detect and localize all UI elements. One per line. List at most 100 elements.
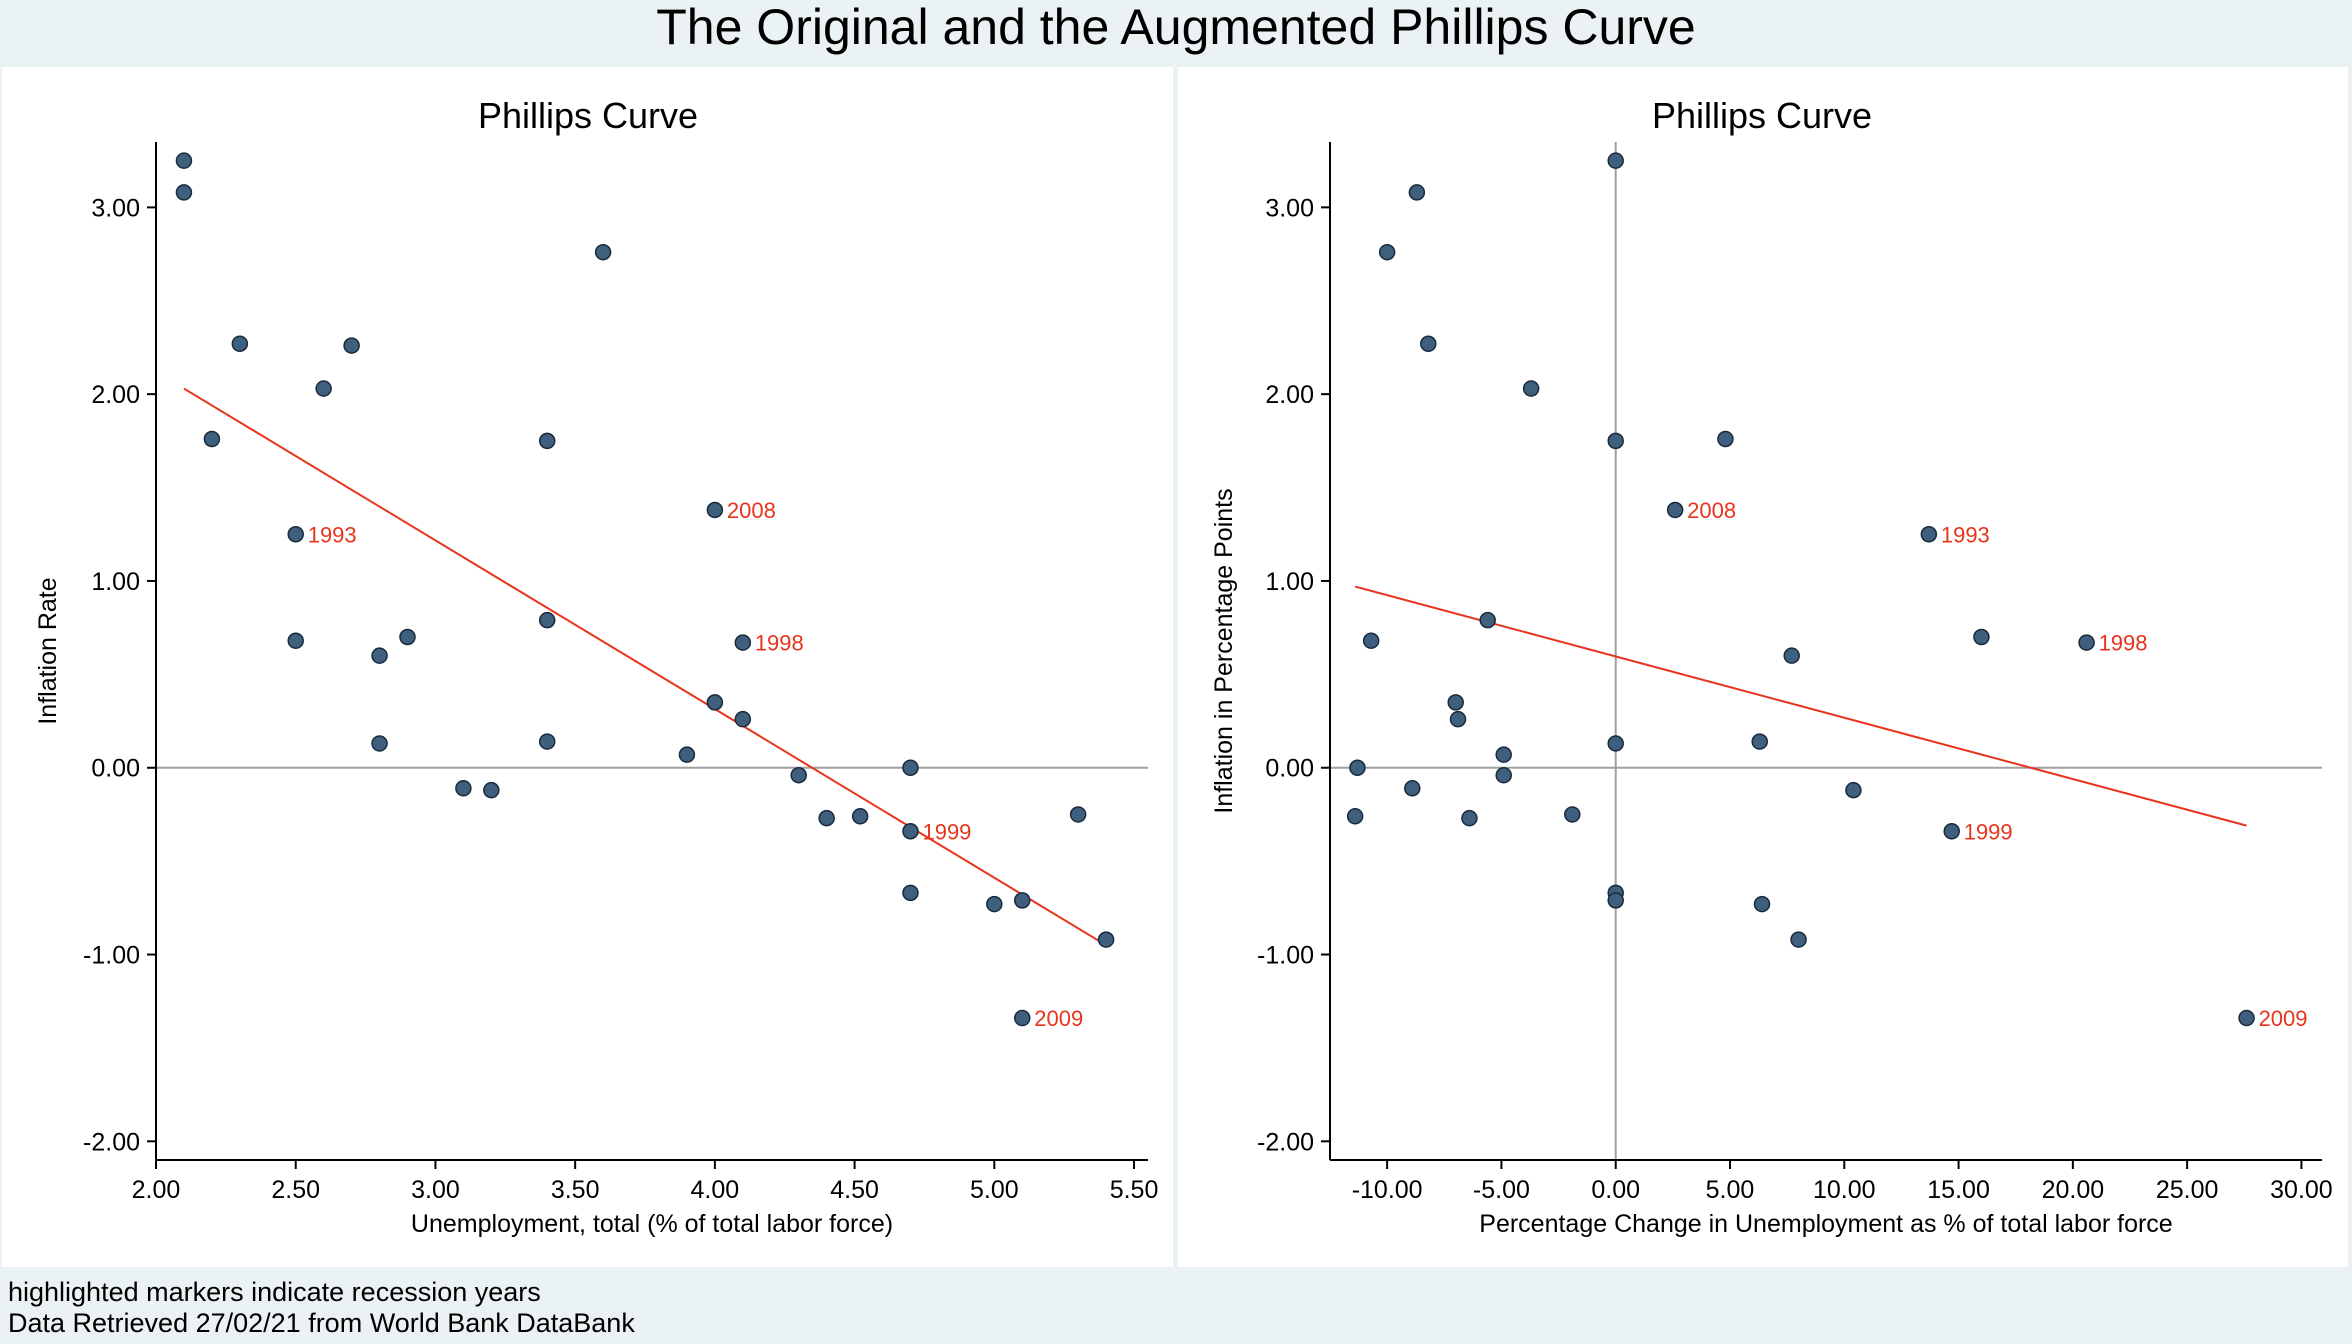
left-recession-label: 1999 — [922, 819, 971, 844]
left-scatter-point — [203, 430, 221, 448]
right-panel-background — [1178, 67, 2348, 1267]
left-y-tick-label: 1.00 — [91, 568, 140, 596]
right-x-tick-label: 10.00 — [1813, 1176, 1876, 1204]
right-scatter-point — [1362, 632, 1380, 649]
right-scatter-point — [2238, 1009, 2255, 1027]
right-x-tick-label: 30.00 — [2270, 1176, 2333, 1204]
note-source: Data Retrieved 27/02/21 from World Bank … — [8, 1308, 635, 1338]
left-scatter-point — [287, 526, 304, 543]
right-x-tick-label: 0.00 — [1591, 1176, 1640, 1204]
left-scatter-point — [175, 184, 193, 201]
left-scatter-point — [706, 501, 724, 519]
right-scatter-point — [1751, 733, 1768, 750]
right-x-tick-label: 20.00 — [2042, 1176, 2105, 1204]
right-y-tick-label: -2.00 — [1257, 1128, 1314, 1156]
left-x-tick-label: 3.00 — [411, 1176, 460, 1204]
left-x-tick-label: 2.50 — [271, 1176, 320, 1204]
left-x-tick-label: 3.50 — [551, 1176, 600, 1204]
left-scatter-point — [1014, 892, 1031, 909]
left-scatter-point — [818, 809, 835, 827]
right-scatter-point — [1790, 931, 1807, 948]
right-scatter-point — [1920, 526, 1938, 543]
right-x-tick-label: 15.00 — [1927, 1176, 1990, 1204]
left-scatter-point — [986, 895, 1003, 913]
right-y-tick-label: -1.00 — [1257, 942, 1314, 970]
left-x-tick-label: 4.00 — [691, 1176, 740, 1204]
right-recession-label: 2009 — [2259, 1006, 2308, 1031]
right-recession-label: 1998 — [2099, 631, 2148, 656]
left-x-tick-label: 5.50 — [1110, 1176, 1159, 1204]
left-x-tick-label: 5.00 — [970, 1176, 1019, 1204]
left-recession-label: 1998 — [755, 631, 804, 656]
right-y-tick-label: 2.00 — [1265, 381, 1314, 409]
right-recession-label: 1999 — [1964, 819, 2013, 844]
left-x-axis-label: Unemployment, total (% of total labor fo… — [411, 1210, 893, 1238]
left-panel: Phillips Curve -2.00 -1.00 0.00 1.00 2.00 3.00… — [2, 67, 1173, 1267]
right-scatter-point — [1845, 781, 1862, 799]
right-scatter-point — [1973, 628, 1990, 646]
left-scatter-point — [678, 746, 696, 763]
left-chart-title: Phillips Curve — [478, 95, 698, 136]
left-scatter-point — [371, 735, 388, 752]
left-scatter-point — [455, 780, 472, 797]
figure-title: The Original and the Augmented Phillips … — [656, 0, 1695, 55]
left-scatter-point — [538, 611, 556, 629]
right-scatter-point — [1404, 780, 1421, 797]
left-scatter-point — [902, 759, 919, 776]
left-fit-line — [183, 387, 1107, 947]
right-scatter-point — [1943, 823, 1960, 840]
right-x-axis-label: Percentage Change in Unemployment as % o… — [1479, 1210, 2172, 1238]
right-y-tick-label: 0.00 — [1265, 755, 1314, 783]
right-x-tick-label: 5.00 — [1706, 1176, 1755, 1204]
right-scatter-point — [2078, 634, 2095, 651]
right-x-tick-label: -5.00 — [1473, 1176, 1530, 1204]
left-scatter-point — [902, 823, 919, 840]
right-scatter-point — [1349, 759, 1366, 776]
left-scatter-point — [1097, 931, 1115, 948]
left-recession-label: 1993 — [308, 522, 357, 547]
right-scatter-point — [1408, 184, 1426, 201]
right-x-tick-label: -10.00 — [1352, 1176, 1423, 1204]
left-scatter-point — [343, 337, 360, 354]
right-x-tick-label: 25.00 — [2156, 1176, 2219, 1204]
left-scatter-point — [1069, 806, 1087, 823]
right-scatter-point — [1378, 243, 1396, 261]
left-y-tick-label: 0.00 — [91, 755, 140, 783]
left-recession-label: 2009 — [1034, 1006, 1083, 1031]
right-scatter-point — [1447, 694, 1464, 711]
right-recession-label: 2008 — [1687, 498, 1736, 523]
left-scatter-point — [231, 335, 249, 352]
left-scatter-point — [734, 634, 752, 651]
right-scatter-point — [1495, 766, 1512, 784]
right-y-tick-label: 3.00 — [1265, 194, 1314, 222]
left-scatter-point — [175, 152, 193, 169]
right-y-axis-label: Inflation in Percentage Points — [1210, 488, 1238, 813]
left-y-tick-label: -1.00 — [83, 942, 140, 970]
left-x-tick-label: 2.00 — [132, 1176, 181, 1204]
right-scatter-point — [1607, 152, 1624, 169]
right-fit-line — [1354, 585, 2247, 827]
right-scatter-point — [1522, 380, 1540, 397]
left-panel-background — [2, 67, 1173, 1267]
right-scatter-point — [1607, 432, 1624, 450]
right-scatter-point — [1607, 892, 1624, 909]
right-scatter-point — [1461, 809, 1478, 827]
right-scatter-point — [1479, 611, 1496, 629]
left-x-tick-label: 4.50 — [830, 1176, 879, 1204]
left-scatter-point — [790, 766, 807, 784]
right-scatter-point — [1717, 430, 1734, 448]
right-scatter-point — [1783, 647, 1800, 664]
left-scatter-point — [706, 694, 724, 711]
left-scatter-point — [538, 733, 556, 750]
left-y-tick-label: 3.00 — [91, 194, 140, 222]
right-scatter-point — [1420, 335, 1437, 352]
note-recession: highlighted markers indicate recession y… — [8, 1277, 541, 1307]
left-scatter-point — [287, 632, 304, 649]
right-scatter-point — [1607, 735, 1624, 752]
left-scatter-point — [315, 380, 332, 397]
left-scatter-point — [902, 884, 919, 902]
right-panel: Phillips Curve -2.00 -1.00 0.00 1.00 2.00 3.00… — [1178, 67, 2348, 1267]
right-chart-title: Phillips Curve — [1652, 95, 1872, 136]
left-scatter-point — [399, 628, 416, 646]
